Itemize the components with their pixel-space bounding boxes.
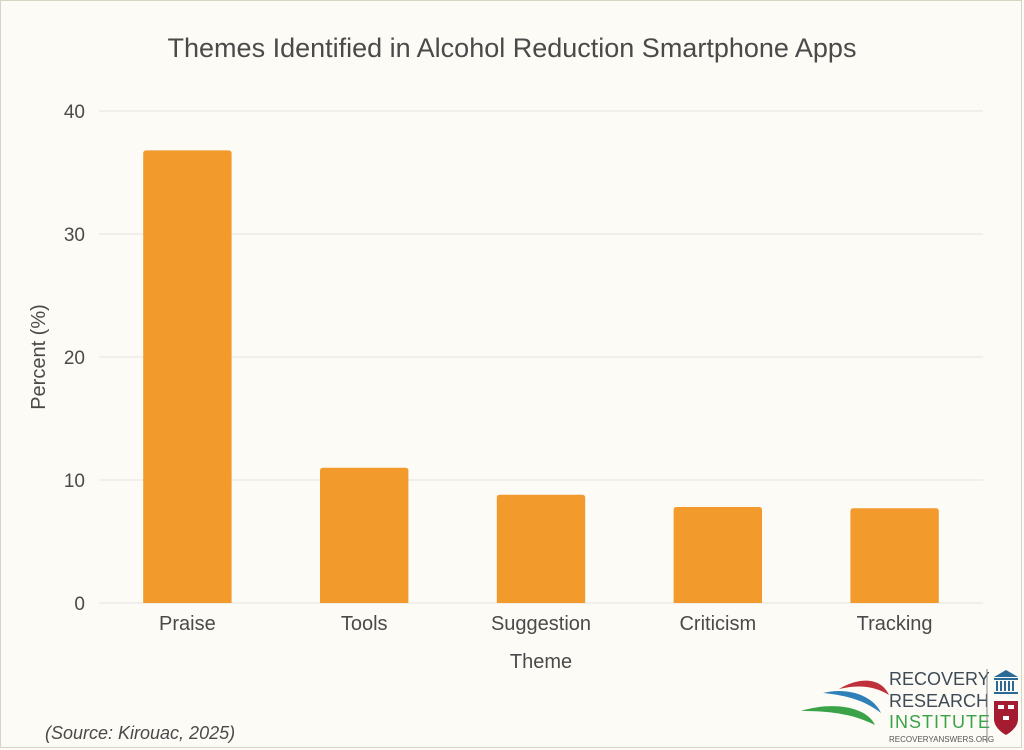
y-tick-label: 40 — [64, 102, 85, 123]
logo-line1: RECOVERY — [889, 669, 990, 689]
bar-tools — [320, 467, 409, 603]
bar-tracking — [850, 508, 939, 603]
y-tick-label: 30 — [64, 225, 85, 246]
x-category-label: Suggestion — [491, 613, 591, 635]
source-note: (Source: Kirouac, 2025) — [45, 723, 235, 743]
y-axis-title: Percent (%) — [28, 304, 50, 410]
x-axis-title: Theme — [510, 651, 572, 673]
x-category-label: Praise — [159, 613, 216, 635]
institution-building-icon — [994, 670, 1018, 694]
x-axis-categories: Praise Tools Suggestion Criticism Tracking — [159, 613, 933, 635]
bar-criticism — [673, 507, 762, 603]
bars — [143, 150, 939, 604]
x-category-label: Tools — [341, 613, 388, 635]
shield-crest-icon — [994, 701, 1018, 735]
logo-line3: INSTITUTE — [889, 712, 991, 732]
logo-line2: RESEARCH — [889, 691, 989, 711]
x-category-label: Tracking — [857, 613, 933, 635]
logo-wave-icon — [801, 680, 889, 725]
y-tick-label: 10 — [64, 471, 85, 492]
logo-url: RECOVERYANSWERS.ORG — [889, 735, 994, 744]
y-tick-label: 0 — [74, 594, 85, 615]
x-category-label: Criticism — [679, 613, 756, 635]
bar-suggestion — [496, 494, 586, 603]
gridlines — [99, 110, 983, 604]
chart-title: Themes Identified in Alcohol Reduction S… — [168, 33, 857, 63]
y-axis-ticks: 0 10 20 30 40 — [64, 102, 85, 615]
bar-praise — [143, 150, 232, 604]
y-tick-label: 20 — [64, 348, 85, 369]
recovery-research-institute-logo: RECOVERY RESEARCH INSTITUTE RECOVERYANSW… — [801, 669, 1018, 744]
